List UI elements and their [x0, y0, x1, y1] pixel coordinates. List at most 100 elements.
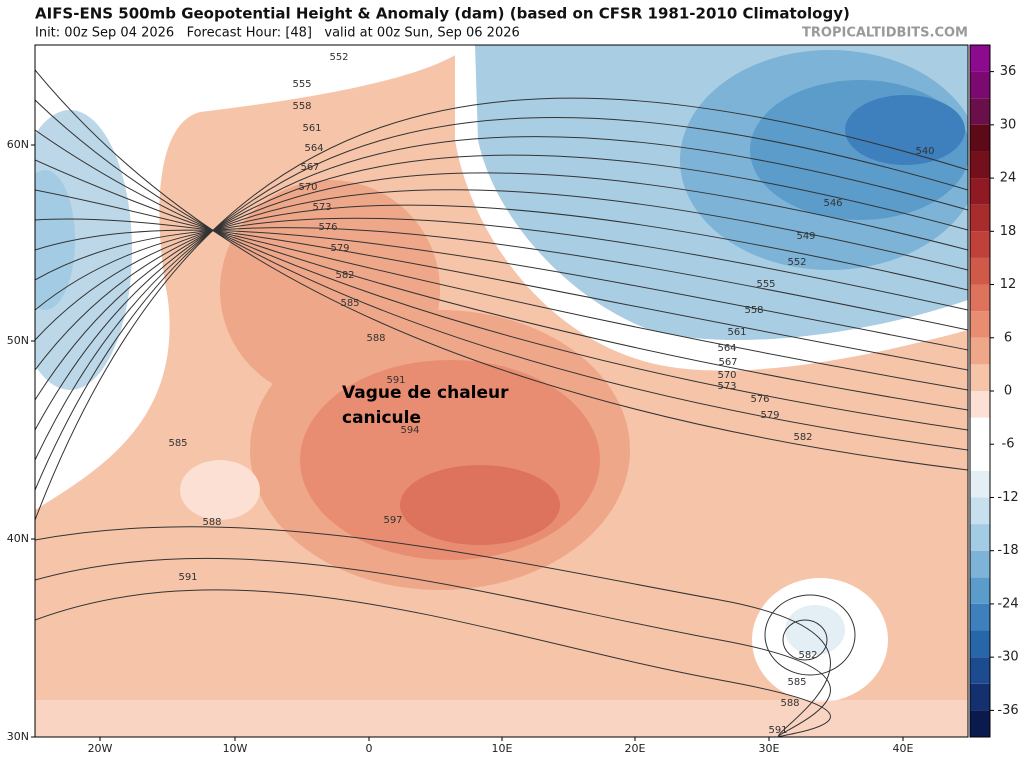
contour-label: 555: [756, 279, 775, 290]
lat-label: 60N: [7, 138, 29, 151]
contour-line: [35, 154, 968, 431]
anomaly-negative: [35, 170, 75, 310]
contour-label: 591: [768, 725, 787, 736]
lat-label: 30N: [7, 730, 29, 743]
contour-label: 567: [300, 162, 319, 173]
contour-line: [35, 229, 968, 351]
contour-label: 588: [780, 698, 799, 709]
colorbar-tick-label: -24: [997, 596, 1018, 611]
colorbar-tick-label: -12: [997, 490, 1018, 505]
colorbar-segment: [970, 444, 990, 471]
contour-label: 561: [727, 327, 746, 338]
colorbar-segment: [970, 603, 990, 631]
lon-label: 30E: [759, 742, 780, 755]
colorbar-segment: [970, 284, 990, 312]
colorbar-tick-label: 6: [1004, 330, 1012, 345]
anomaly-neutral: [180, 460, 260, 520]
lon-label: 20E: [625, 742, 646, 755]
contour-lines: [35, 69, 968, 737]
colorbar-segment: [970, 417, 990, 445]
colorbar-tick-label: -30: [997, 650, 1018, 665]
colorbar-tick-label: 0: [1004, 384, 1012, 399]
contour-line: [35, 204, 968, 341]
contour-line: [35, 117, 968, 491]
lat-label: 50N: [7, 334, 29, 347]
annotation: canicule: [342, 408, 421, 428]
anomaly-negative: [785, 605, 845, 655]
colorbar-segment: [970, 124, 990, 152]
colorbar-segment: [970, 497, 990, 525]
title: AIFS-ENS 500mb Geopotential Height & Ano…: [35, 5, 850, 23]
contour-label: 564: [304, 143, 323, 154]
contour-label: 585: [787, 677, 806, 688]
lon-label: 20W: [88, 742, 113, 755]
contour-line: [35, 159, 968, 411]
colorbar-segment: [970, 657, 990, 684]
contour-line: [35, 97, 968, 521]
contour-label: 585: [168, 438, 187, 449]
colorbar-segment: [970, 683, 990, 711]
lon-label: 40E: [893, 742, 914, 755]
colorbar-segment: [970, 231, 990, 258]
anomaly-neutral: [35, 700, 968, 737]
contour-line: [35, 218, 968, 371]
lon-label: 10W: [223, 742, 248, 755]
colorbar-segment: [970, 178, 990, 205]
contour-label: 591: [178, 572, 197, 583]
contour-label: 579: [330, 243, 349, 254]
contour-label: 576: [318, 222, 337, 233]
contour-label: 585: [340, 298, 359, 309]
contour-label: 570: [298, 182, 317, 193]
colorbar-segment: [970, 45, 990, 72]
contour-line: [35, 227, 968, 331]
anomaly-neutral: [35, 45, 470, 510]
contour-label: 564: [717, 343, 736, 354]
contour-label: 549: [796, 231, 815, 242]
lat-label: 40N: [7, 532, 29, 545]
contour-label: 570: [717, 370, 736, 381]
contour-label: 558: [292, 101, 311, 112]
contour-label: 561: [302, 123, 321, 134]
colorbar-tick-label: -6: [1002, 437, 1015, 452]
contour-line: [35, 189, 968, 391]
contour-line: [35, 69, 968, 471]
contour-label: 588: [202, 517, 221, 528]
contour-line: [35, 189, 968, 371]
contour-label: 555: [292, 79, 311, 90]
colorbar-segment: [970, 204, 990, 232]
contour-line: [35, 136, 968, 461]
colorbar-tick-label: 12: [1000, 277, 1017, 292]
colorbar-tick-label: -18: [997, 543, 1018, 558]
colorbar-segment: [970, 577, 990, 604]
colorbar-tick-label: 24: [1000, 171, 1017, 186]
credit: TROPICALTIDBITS.COM: [802, 26, 968, 41]
lon-label: 10E: [492, 742, 513, 755]
contour-label: 552: [787, 257, 806, 268]
colorbar: 36 30 24 18 12 6 0 -6 -12 -18 -24 -30 -36: [969, 44, 1019, 738]
annotation: Vague de chaleur: [342, 383, 509, 403]
contour-label: 552: [329, 52, 348, 63]
contour-label: 582: [793, 432, 812, 443]
colorbar-segment: [970, 710, 990, 737]
contour-label: 594: [400, 425, 419, 436]
colorbar-tick-label: 30: [1000, 117, 1017, 132]
colorbar-segment: [970, 470, 990, 498]
contour-label: 573: [312, 202, 331, 213]
contour-line: [35, 217, 968, 311]
contour-line: [35, 589, 831, 737]
contour-labels: 552 555 558 561 564 567 570 573 576 579 582 585 588 5…: [168, 52, 934, 736]
colorbar-segment: [970, 524, 990, 551]
anomaly-positive: [400, 465, 560, 545]
contour-label: 576: [750, 394, 769, 405]
colorbar-segment: [970, 98, 990, 125]
contour-line: [35, 557, 831, 737]
contour-label: 579: [760, 410, 779, 421]
contour-label: 597: [383, 515, 402, 526]
contour-label: 591: [386, 375, 405, 386]
axis-labels: 60N 50N 40N 30N 20W 10W 0 10E 20E 30E 40E: [7, 138, 914, 755]
contour-label: 558: [744, 305, 763, 316]
contour-line: [782, 619, 828, 661]
contour-label: 540: [915, 146, 934, 157]
